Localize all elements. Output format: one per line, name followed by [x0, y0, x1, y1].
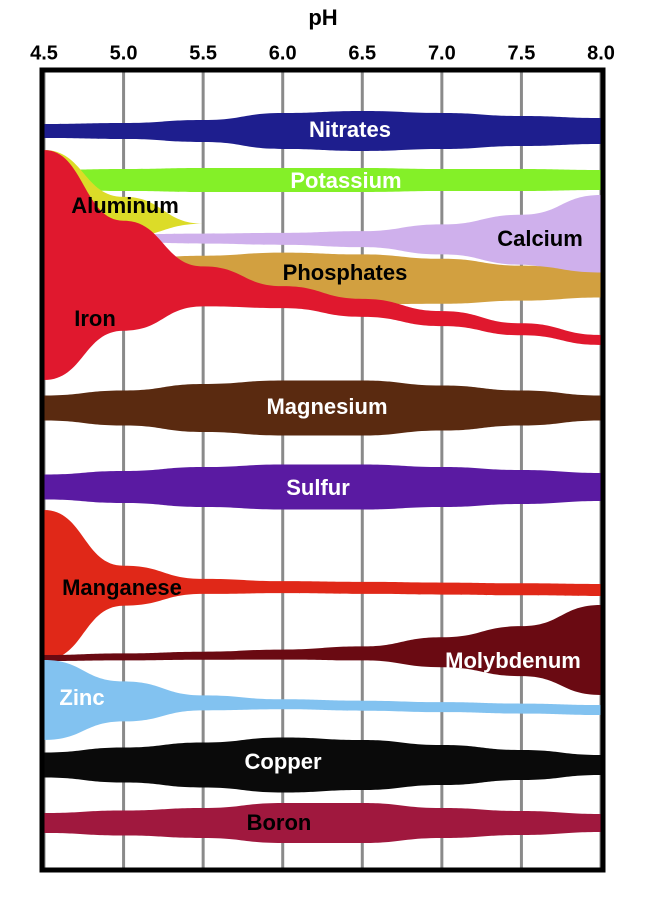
- nutrient-band: [44, 660, 601, 740]
- x-tick-label: 6.5: [348, 42, 376, 64]
- band-label: Molybdenum: [445, 648, 581, 673]
- band-label: Iron: [74, 306, 116, 331]
- band-label: Magnesium: [266, 394, 387, 419]
- nutrient-band: [44, 380, 601, 436]
- nutrient-band: [44, 111, 601, 151]
- nutrient-band: [44, 605, 601, 695]
- nutrient-band: [44, 510, 601, 660]
- x-tick-label: 7.0: [428, 42, 456, 64]
- x-axis-title: pH: [308, 5, 337, 30]
- band-label: Sulfur: [286, 475, 350, 500]
- x-tick-label: 5.0: [110, 42, 138, 64]
- band-label: Potassium: [290, 168, 401, 193]
- x-tick-label: 6.0: [269, 42, 297, 64]
- band-label: Manganese: [62, 575, 182, 600]
- nutrient-band: [44, 803, 601, 843]
- band-label: Zinc: [59, 685, 104, 710]
- band-label: Calcium: [497, 226, 583, 251]
- nutrient-band: [44, 168, 601, 192]
- band-label: Boron: [247, 810, 312, 835]
- band-label: Aluminum: [71, 193, 179, 218]
- x-tick-label: 5.5: [189, 42, 217, 64]
- plot-frame: [39, 67, 606, 873]
- nutrient-band: [123, 195, 602, 285]
- nutrient-band: [44, 464, 601, 510]
- nutrient-band: [44, 150, 601, 380]
- band-label: Nitrates: [309, 117, 391, 142]
- band-label: Copper: [245, 749, 322, 774]
- band-label: Phosphates: [283, 260, 408, 285]
- nutrient-band: [44, 737, 601, 793]
- x-tick-label: 4.5: [30, 42, 58, 64]
- x-tick-label: 7.5: [508, 42, 536, 64]
- x-tick-label: 8.0: [587, 42, 615, 64]
